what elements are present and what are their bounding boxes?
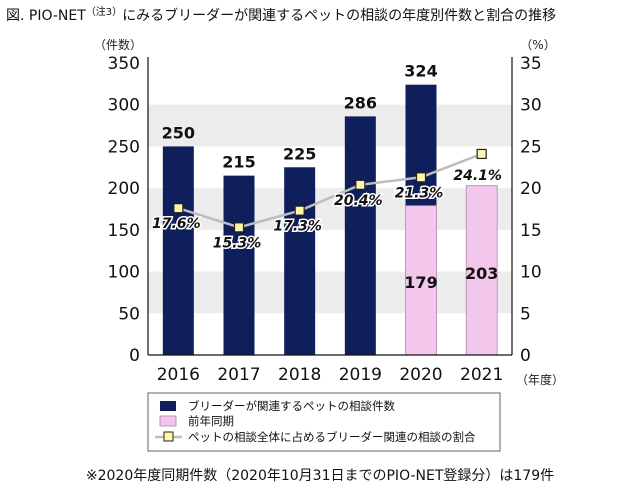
y-left-unit-label: （件数） [94,37,142,52]
line-value-label: 24.1% [453,168,502,184]
line-marker [415,172,427,183]
bar-value-label: 324 [404,62,437,81]
bar [162,146,194,355]
bar [405,205,437,356]
line-value-label: 15.3% [213,235,262,251]
line-marker [233,222,245,233]
footnote: ※2020年度同期件数（2020年10月31日までのPIO-NET登録分）は17… [86,468,554,484]
line-marker [476,148,487,160]
y-right-tick-label: 5 [520,304,531,324]
x-tick-label: 2021 [460,365,503,385]
bar-value-label: 225 [283,144,316,163]
bar [284,167,316,355]
grid-band [148,271,512,314]
y-left-tick-label: 0 [129,346,140,366]
line-value-label: 17.6% [152,216,201,232]
y-left-tick-label: 100 [108,263,140,283]
y-left-tick-label: 350 [108,54,140,74]
x-unit-label: （年度） [516,372,564,387]
title-superscript: （注3） [86,5,122,18]
grid-bands [148,104,512,314]
line-value-label: 17.3% [273,219,322,235]
bar [465,185,498,356]
title-main: にみるブリーダーが関連するペットの相談の年度別件数と割合の推移 [122,7,556,24]
bar-series-1 [405,185,498,356]
y-left-tick-label: 300 [108,96,140,116]
grid-band [148,188,512,230]
bar-value-label: 215 [222,153,255,172]
y-left-tick-label: 200 [108,179,140,199]
legend-marker-swatch [163,431,174,442]
y-right-tick-label: 15 [520,221,542,241]
y-right-tick-label: 10 [520,263,542,283]
line-value-label: 21.3% [395,185,444,201]
legend-label: 前年同期 [188,414,234,428]
y-left-tick-label: 250 [108,137,140,157]
x-tick-label: 2017 [217,365,260,385]
legend-swatch [159,415,177,427]
legend-swatch [160,401,176,411]
title-prefix: 図. PIO-NET [6,8,86,24]
chart-title: 図. PIO-NET（注3）にみるブリーダーが関連するペットの相談の年度別件数と… [6,5,556,24]
legend-box [147,392,501,452]
legend-label: ペットの相談全体に占めるブリーダー関連の相談の割合 [188,430,476,444]
bar-value-label: 179 [404,273,437,292]
y-left-tick-label: 150 [108,221,140,241]
line-marker [294,205,305,216]
y-right-tick-label: 25 [520,137,542,157]
y-left-tick-label: 50 [118,304,140,324]
legend-label: ブリーダーが関連するペットの相談件数 [188,399,395,413]
line-marker [173,203,184,214]
x-tick-label: 2020 [399,365,442,385]
y-right-unit-label: （%） [520,38,555,52]
line-value-label: 20.4% [334,193,383,209]
bar [344,116,376,355]
bar-value-label: 203 [465,264,498,283]
y-right-tick-label: 0 [520,346,531,366]
bar [223,175,255,355]
line-series [177,152,483,229]
line-marker [355,179,366,190]
legend: ブリーダーが関連するペットの相談件数前年同期ペットの相談全体に占めるブリーダー関… [147,392,501,452]
bar-value-label: 286 [344,93,377,112]
y-right-tick-label: 20 [520,179,542,199]
x-tick-label: 2016 [157,365,200,385]
x-tick-label: 2019 [339,365,382,385]
x-tick-label: 2018 [278,365,321,385]
bar-value-label: 250 [162,123,195,142]
grid-band [148,104,512,147]
y-right-tick-label: 30 [520,96,542,116]
y-right-tick-label: 35 [520,54,542,74]
